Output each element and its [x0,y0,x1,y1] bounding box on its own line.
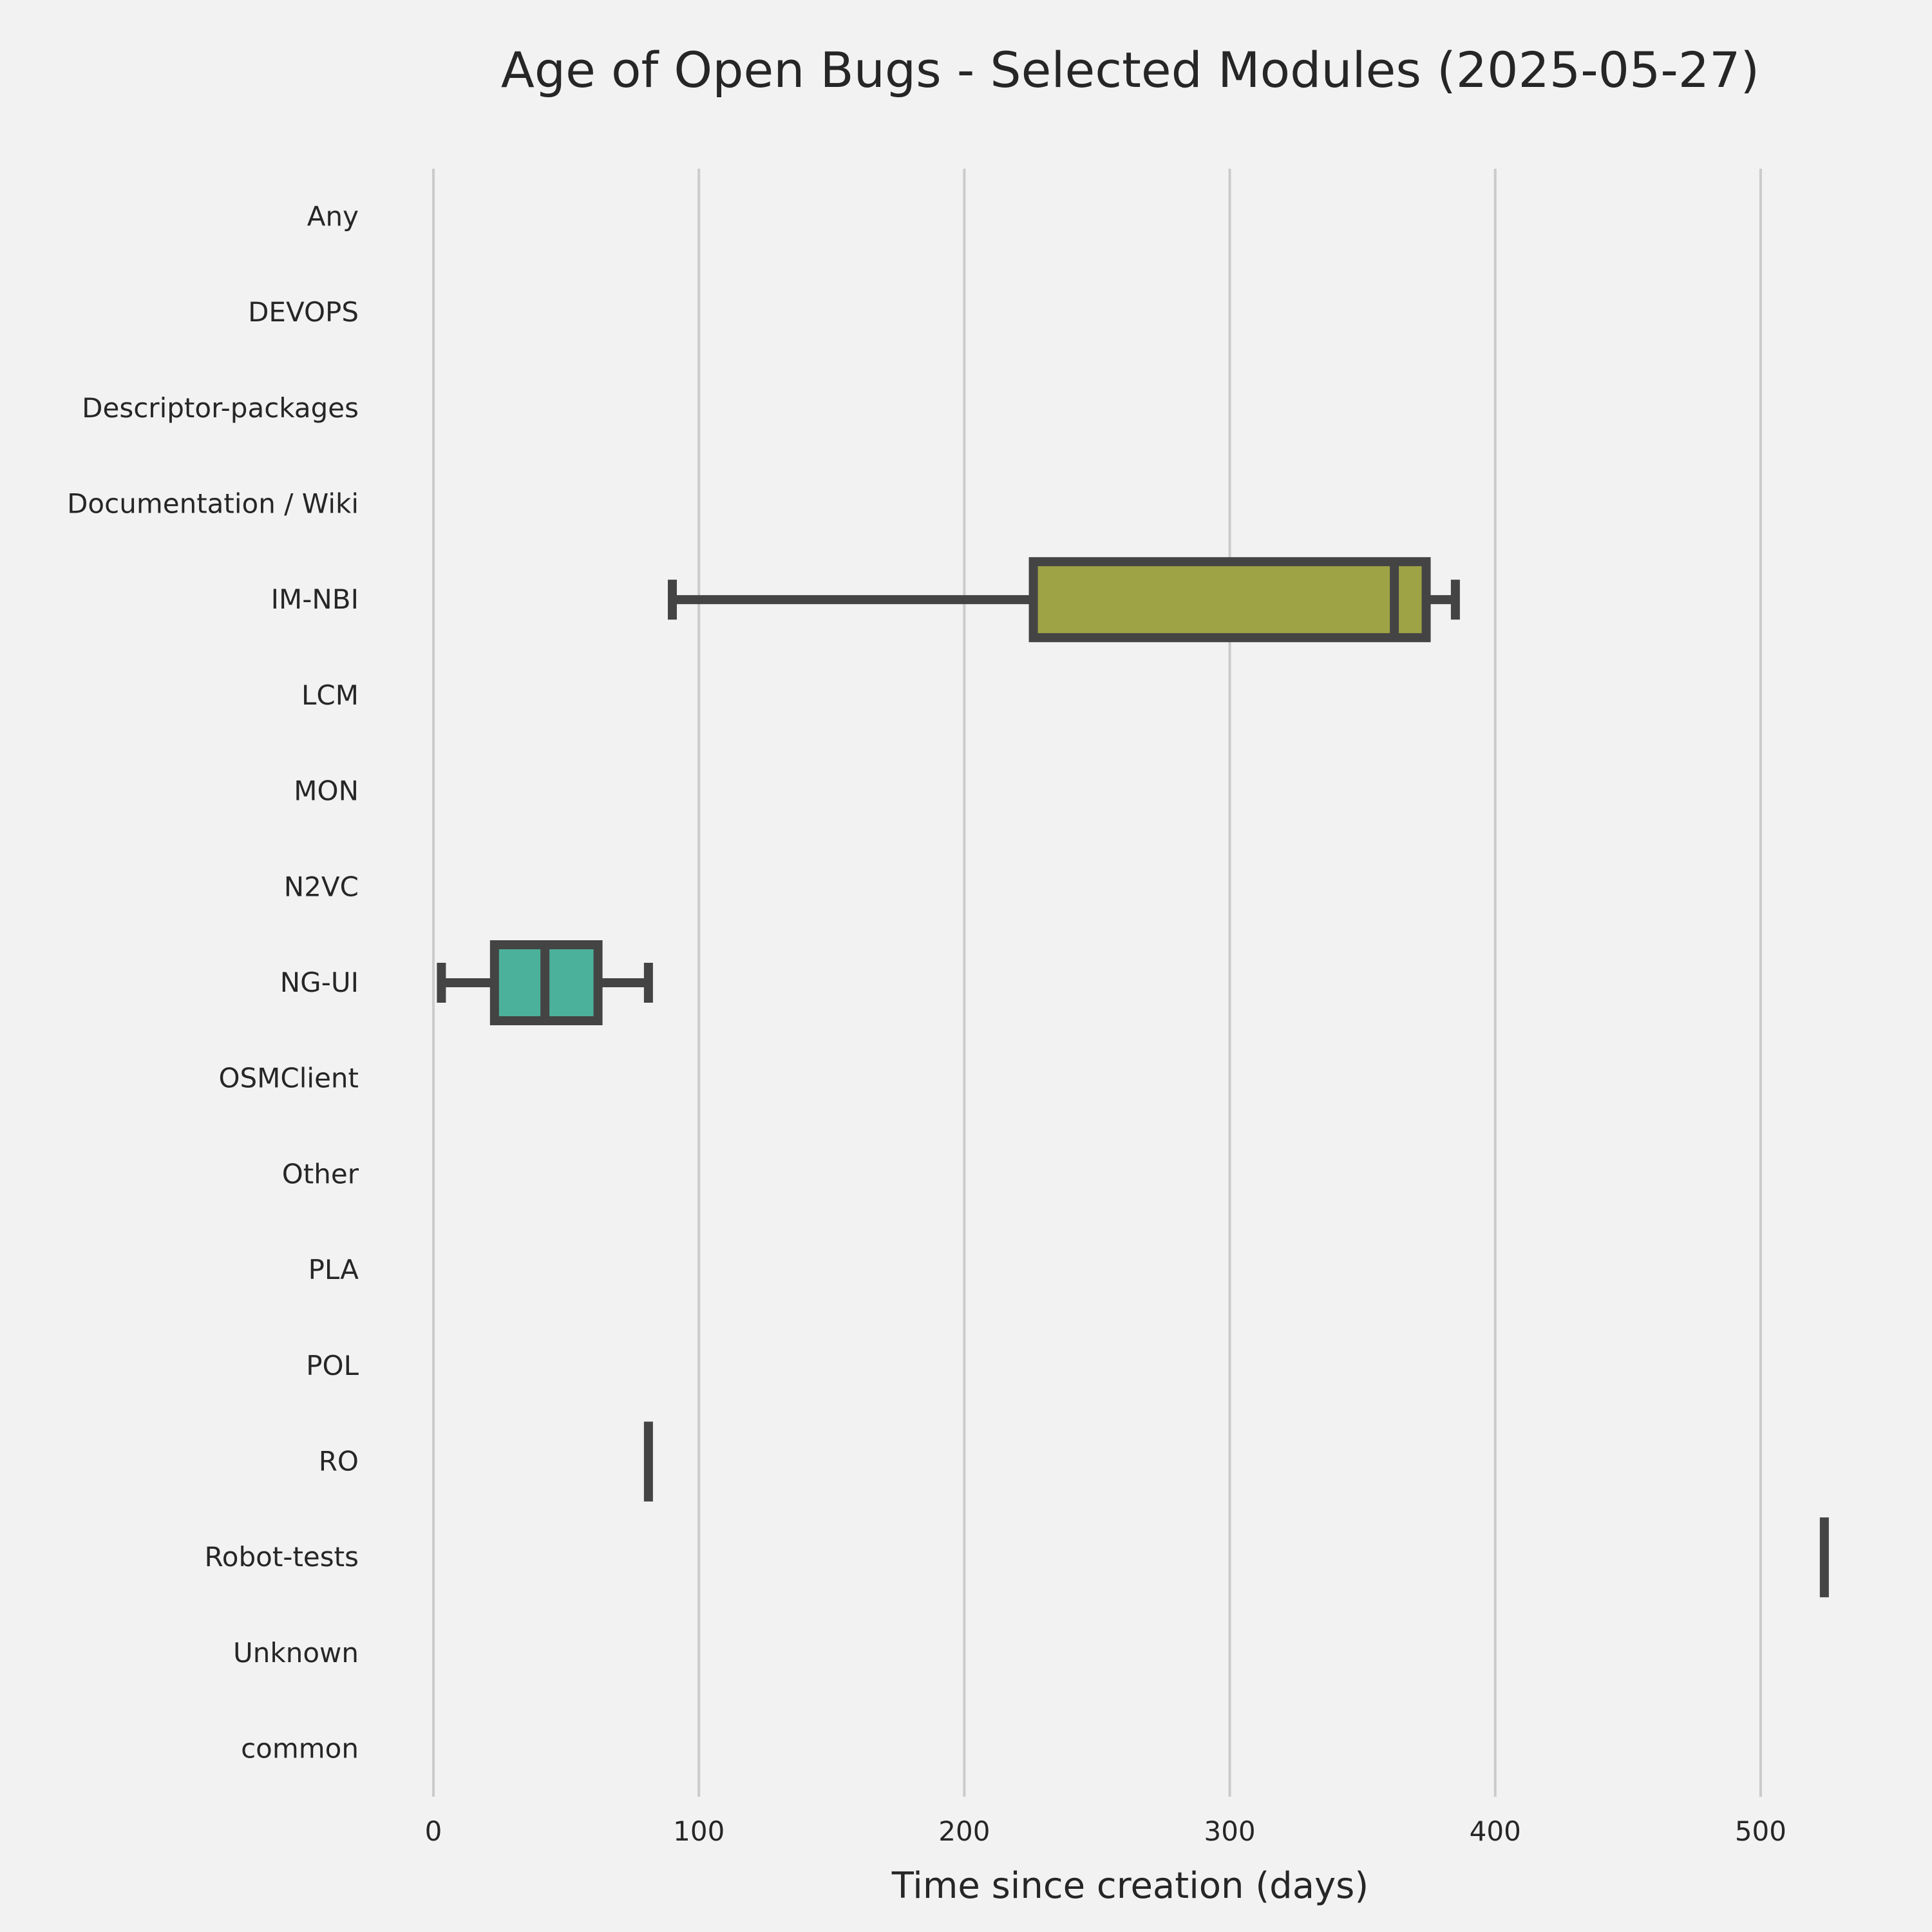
x-tick-label: 500 [1735,1815,1786,1847]
chart-title: Age of Open Bugs - Selected Modules (202… [501,41,1759,99]
y-tick-label: Documentation / Wiki [67,488,359,519]
y-tick-label: MON [294,775,359,807]
y-tick-label: RO [319,1446,359,1477]
x-tick-label: 300 [1204,1815,1255,1847]
x-tick-label: 200 [938,1815,990,1847]
y-tick-label: LCM [301,679,359,711]
box-plot-marks [437,557,1829,1598]
y-tick-label: POL [306,1350,359,1381]
y-tick-label: common [241,1733,359,1765]
x-axis-label: Time since creation (days) [891,1865,1368,1907]
x-axis-ticks: 0 100 200 300 400 500 [425,1815,1786,1847]
x-gridlines [432,169,1762,1797]
y-axis-category-labels: Any DEVOPS Descriptor-packages Documentatio… [67,200,359,1764]
y-tick-label: NG-UI [280,967,359,998]
y-tick-label: N2VC [284,871,359,902]
box-im-nbi [668,557,1460,643]
box-ng-ui [437,940,653,1025]
y-tick-label: Any [307,200,359,232]
y-tick-label: DEVOPS [248,296,359,328]
y-tick-label: Unknown [233,1637,359,1669]
y-tick-label: IM-NBI [271,583,359,615]
y-tick-label: PLA [308,1254,359,1285]
x-tick-label: 400 [1470,1815,1521,1847]
y-tick-label: Descriptor-packages [82,392,359,424]
iqr-box [1028,557,1431,643]
x-tick-label: 0 [425,1815,442,1847]
y-tick-label: OSMClient [218,1063,359,1094]
y-tick-label: Other [282,1158,359,1189]
y-tick-label: Robot-tests [204,1541,359,1573]
x-tick-label: 100 [673,1815,724,1847]
